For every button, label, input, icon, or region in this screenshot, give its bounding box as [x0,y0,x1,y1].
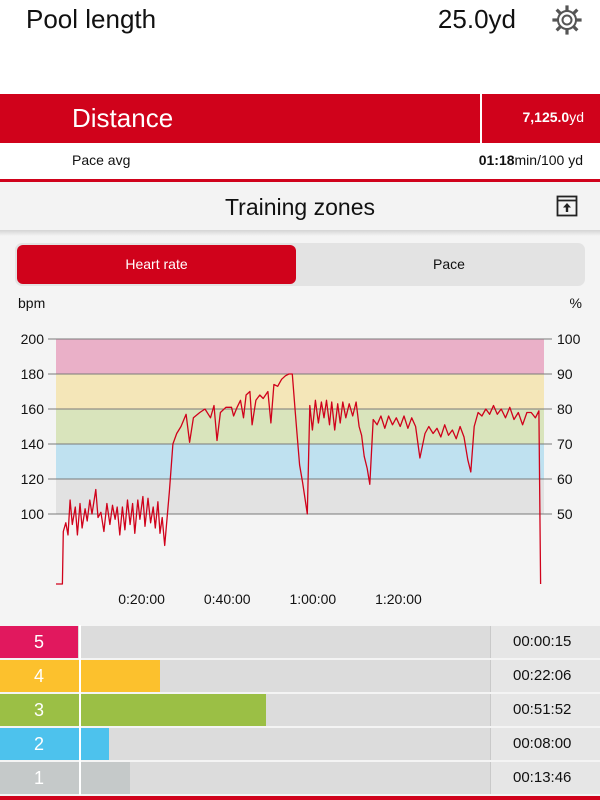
zone-row-4: 4 00:22:06 [0,660,600,692]
distance-value: 7,125.0yd [484,109,584,125]
divider [480,94,482,143]
bottom-bar [0,796,600,800]
zone-band-2 [56,444,544,479]
pace-row: Pace avg 01:18min/100 yd [0,143,600,179]
zone-band-4 [56,374,544,409]
pool-length-label: Pool length [26,4,157,34]
zone-band-1 [56,479,544,514]
tab-heart-rate[interactable]: Heart rate [17,245,296,284]
y-tick-left: 200 [21,331,45,347]
zone-bar-fill: 3 [0,694,267,726]
heart-rate-series-line [56,373,542,585]
x-tick: 1:00:00 [289,591,336,607]
distance-unit: yd [569,109,584,125]
export-icon[interactable] [556,195,578,217]
pace-label: Pace avg [72,152,131,168]
distance-number: 7,125.0 [522,109,570,125]
training-zones-title: Training zones [224,194,375,220]
distance-label: Distance [72,103,174,133]
zone-time: 00:51:52 [490,694,600,726]
pace-unit: min/100 yd [514,152,583,168]
distance-bar: Distance 7,125.0yd [0,94,600,143]
zone-time: 00:08:00 [490,728,600,760]
zone-row-1: 1 00:13:46 [0,762,600,794]
pool-length-value: 25.0yd [437,4,516,34]
y-tick-right: 100 [557,331,581,347]
gear-icon[interactable] [552,5,582,35]
tab-pace[interactable]: Pace [433,256,465,272]
y-tick-left: 120 [21,471,45,487]
pace-number: 01:18 [478,152,515,168]
y-tick-right: 90 [557,366,573,382]
zone-band-5 [56,339,544,374]
y-tick-left: 100 [21,506,45,522]
training-zones-header: Training zones [0,182,600,231]
zone-bars-marker [79,625,81,795]
y-axis-label-left: bpm [18,295,45,311]
y-tick-left: 160 [21,401,45,417]
x-tick: 1:20:00 [375,591,422,607]
zone-type-toggle: Heart rate Pace [15,243,585,286]
header-shadow [0,230,600,236]
zone-row-2: 2 00:08:00 [0,728,600,760]
y-tick-right: 70 [557,436,573,452]
y-tick-right: 50 [557,506,573,522]
section-divider [0,179,600,182]
zone-track [0,626,490,658]
zone-bar-fill: 2 [0,728,109,760]
zone-time: 00:22:06 [490,660,600,692]
heart-rate-chart: bpm % 200 100 180 90 160 80 140 70 120 60 100 50 0:2… [18,295,582,607]
y-tick-left: 180 [21,366,45,382]
zone-time: 00:00:15 [490,626,600,658]
y-tick-right: 80 [557,401,573,417]
zone-bar-fill: 1 [0,762,130,794]
x-tick: 0:40:00 [204,591,251,607]
zone-row-3: 3 00:51:52 [0,694,600,726]
pace-value: 01:18min/100 yd [380,152,583,168]
zone-bar-fill: 5 [0,626,79,658]
zone-band-3 [56,409,544,444]
x-tick: 0:20:00 [118,591,165,607]
y-tick-left: 140 [21,436,45,452]
zone-row-5: 5 00:00:15 [0,626,600,658]
pool-length-row[interactable]: Pool length 25.0yd [0,0,600,92]
y-axis-label-right: % [570,295,582,311]
zone-time: 00:13:46 [490,762,600,794]
y-tick-right: 60 [557,471,573,487]
